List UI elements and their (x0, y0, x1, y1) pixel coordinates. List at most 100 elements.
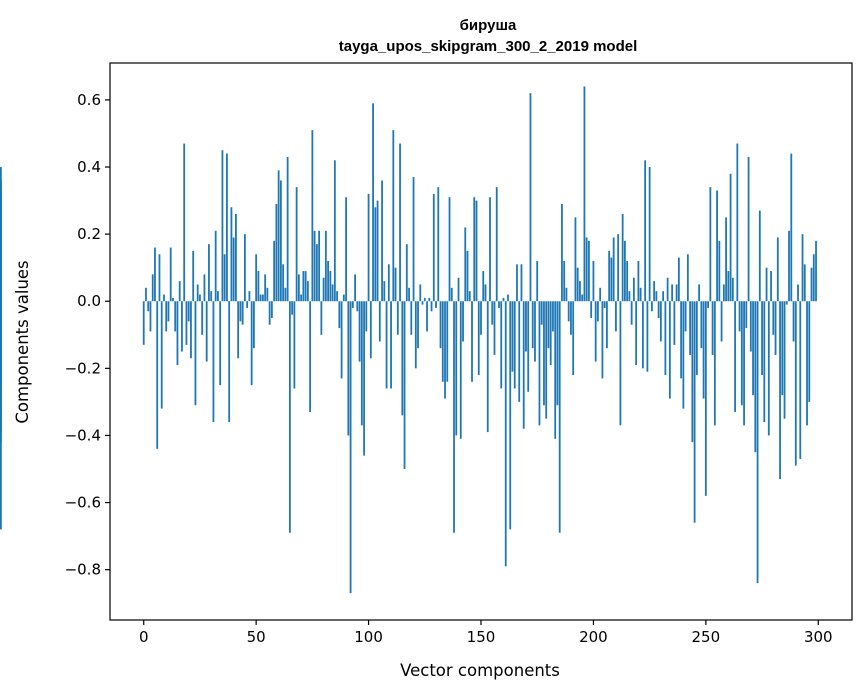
bar (641, 301, 644, 369)
bar (158, 254, 161, 302)
bar (711, 301, 714, 355)
bar (401, 301, 404, 416)
bar (639, 287, 642, 302)
bar (626, 260, 629, 302)
bar (498, 301, 500, 308)
bar (167, 301, 170, 322)
bar (313, 230, 316, 302)
bar (504, 301, 507, 567)
bar (235, 213, 237, 302)
bar (471, 301, 473, 382)
bar (221, 150, 224, 302)
bar (702, 301, 705, 399)
bar (572, 301, 575, 376)
x-tick-label: 150 (467, 628, 496, 646)
bar (199, 294, 201, 302)
bar (383, 281, 386, 302)
bar (342, 294, 345, 302)
bar (585, 237, 588, 302)
bar (772, 301, 775, 335)
bars-group (0, 86, 817, 594)
bar (806, 301, 808, 426)
bar (284, 287, 287, 302)
y-tick-label: 0.4 (77, 158, 101, 176)
bar (716, 190, 718, 302)
bar (601, 301, 604, 379)
bar (615, 301, 617, 332)
bar (302, 271, 305, 302)
bar (194, 301, 197, 406)
y-tick-label: 0.0 (77, 292, 101, 310)
bar (190, 301, 192, 359)
bar (689, 301, 692, 355)
bar (428, 297, 431, 302)
bar (318, 230, 321, 302)
bar (363, 301, 365, 456)
bar (785, 301, 788, 305)
bar (563, 260, 566, 302)
bar (192, 250, 195, 302)
bar (423, 297, 426, 302)
bar (178, 281, 181, 302)
bar (160, 301, 163, 409)
x-tick-label: 0 (139, 628, 149, 646)
bar (205, 301, 208, 362)
bar (293, 301, 296, 389)
bar (367, 193, 370, 302)
bar (304, 271, 307, 302)
bar (232, 237, 235, 302)
bar (516, 264, 518, 302)
bar (781, 301, 784, 396)
bar (358, 301, 361, 362)
bar (169, 247, 172, 302)
bar (151, 274, 154, 302)
bar (722, 284, 725, 302)
chart-title: бируша (460, 17, 517, 34)
bar (394, 267, 397, 302)
bar (590, 301, 593, 319)
bar (588, 240, 590, 302)
bar (648, 167, 651, 302)
bar (565, 287, 568, 302)
bar (403, 301, 406, 470)
bar (527, 301, 530, 392)
bar (421, 301, 424, 305)
bar (558, 301, 561, 533)
bar (603, 301, 606, 308)
bar (574, 217, 577, 302)
bar (176, 301, 179, 365)
bar (700, 301, 703, 349)
bar (311, 130, 314, 302)
bar (450, 287, 453, 302)
bar (518, 301, 521, 402)
bar (684, 301, 687, 332)
bar (729, 173, 732, 302)
bar (815, 240, 817, 302)
bar (250, 301, 253, 386)
plot-frame (109, 62, 853, 621)
bar (767, 301, 770, 436)
bar (203, 274, 206, 302)
bar (390, 301, 392, 389)
bar (473, 197, 476, 302)
bar (529, 93, 532, 302)
bar (165, 301, 168, 332)
bar (650, 301, 653, 312)
bar (439, 301, 442, 349)
bar (214, 230, 217, 302)
bar (208, 244, 210, 302)
bar (740, 301, 743, 406)
bar (244, 234, 246, 302)
bar (266, 287, 269, 302)
y-tick-label: −0.6 (65, 494, 101, 512)
bar (671, 284, 674, 302)
bar (794, 301, 797, 466)
bar (261, 294, 264, 302)
bar (475, 200, 478, 302)
bar (718, 240, 721, 302)
bar (381, 180, 383, 302)
bar (385, 301, 388, 389)
bar (594, 301, 597, 362)
x-tick-label: 200 (579, 628, 608, 646)
bar (239, 301, 242, 322)
